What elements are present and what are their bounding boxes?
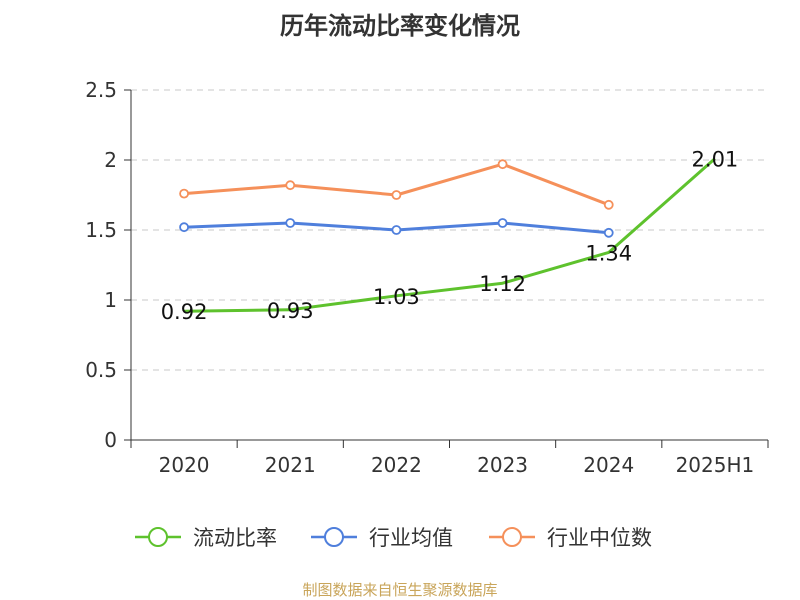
legend: 流动比率 行业均值 行业中位数	[135, 526, 652, 550]
legend-swatch-marker	[148, 527, 168, 547]
data-point	[391, 225, 402, 235]
data-label: 1.03	[373, 285, 420, 309]
data-labels: 0.92 0.93 1.03 1.12 1.34 2.01	[161, 148, 739, 325]
chart-title: 历年流动比率变化情况	[280, 12, 520, 40]
x-tick-label: 2022	[371, 453, 422, 477]
gridlines	[131, 89, 768, 371]
y-tick-label: 0.5	[85, 358, 117, 382]
data-point	[179, 222, 189, 233]
x-tick-label: 2021	[265, 453, 316, 477]
data-point	[285, 180, 296, 191]
y-tick-label: 1	[104, 288, 117, 312]
x-tick-label: 2025H1	[676, 453, 755, 477]
data-point	[285, 218, 296, 228]
legend-label: 行业均值	[369, 526, 453, 550]
data-point	[179, 188, 189, 199]
x-tick-label: 2020	[159, 453, 210, 477]
data-point	[603, 199, 614, 210]
legend-label: 流动比率	[193, 526, 277, 550]
data-label: 0.92	[161, 300, 208, 324]
data-point	[497, 218, 508, 228]
legend-swatch-marker	[324, 527, 344, 547]
data-label: 2.01	[692, 148, 739, 172]
axes: 0 0.5 1 1.5 2 2.5 2020 2021 2022 2023 2024 2025H1	[85, 78, 769, 477]
y-tick-label: 2	[104, 148, 117, 172]
x-tick-label: 2023	[477, 453, 528, 477]
data-point	[603, 227, 614, 238]
series-line	[184, 157, 716, 313]
data-label: 1.34	[585, 241, 632, 265]
data-label: 0.93	[267, 299, 314, 323]
source-note: 制图数据来自恒生聚源数据库	[302, 581, 497, 599]
legend-label: 行业中位数	[547, 526, 652, 550]
data-point	[497, 159, 508, 170]
y-tick-label: 2.5	[85, 78, 117, 102]
legend-swatch-marker	[502, 527, 522, 547]
y-tick-label: 1.5	[85, 218, 117, 242]
y-tick-label: 0	[104, 428, 117, 452]
data-point	[391, 190, 402, 200]
series-lines	[179, 157, 716, 313]
data-label: 1.12	[479, 272, 526, 296]
x-tick-label: 2024	[583, 453, 634, 477]
